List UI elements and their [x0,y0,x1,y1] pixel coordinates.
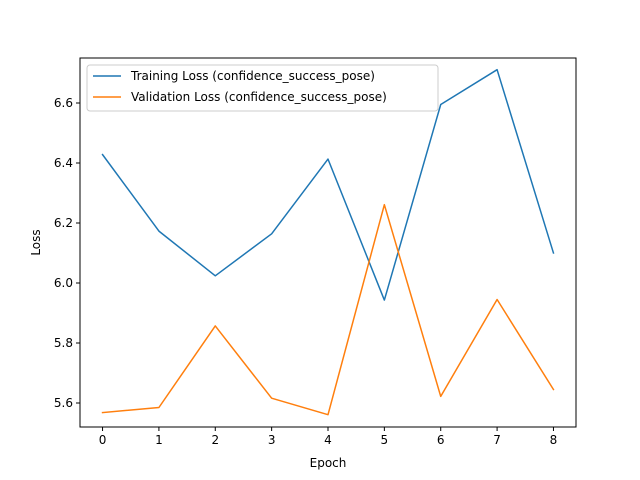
x-tick-label: 8 [550,433,558,447]
x-tick-label: 5 [381,433,389,447]
x-tick-label: 1 [155,433,163,447]
y-tick-label: 6.6 [54,96,73,110]
x-tick-label: 6 [437,433,445,447]
x-tick-label: 2 [211,433,219,447]
y-tick-label: 5.6 [54,396,73,410]
series-line-0 [101,68,555,301]
x-axis-ticks: 0 1 2 3 4 5 6 7 8 [99,427,558,447]
legend-label-0: Training Loss (confidence_success_pose) [130,69,375,83]
legend-box [86,64,439,112]
y-tick-label: 6.4 [54,156,73,170]
axes-frame [79,57,577,428]
x-axis-label: Epoch [310,456,347,470]
x-tick-label: 0 [99,433,107,447]
y-tick-label: 5.8 [54,336,73,350]
x-tick-label: 3 [268,433,276,447]
legend: Training Loss (confidence_success_pose) V… [86,64,439,112]
y-tick-label: 6.2 [54,216,73,230]
series-layer [101,68,555,416]
series-line-1 [101,203,555,416]
y-axis-label: Loss [29,229,43,255]
x-tick-label: 7 [493,433,501,447]
y-tick-label: 6.0 [54,276,73,290]
legend-label-1: Validation Loss (confidence_success_pose… [131,90,387,104]
y-axis-ticks: 5.6 5.8 6.0 6.2 6.4 6.6 [54,96,80,410]
x-tick-label: 4 [324,433,332,447]
